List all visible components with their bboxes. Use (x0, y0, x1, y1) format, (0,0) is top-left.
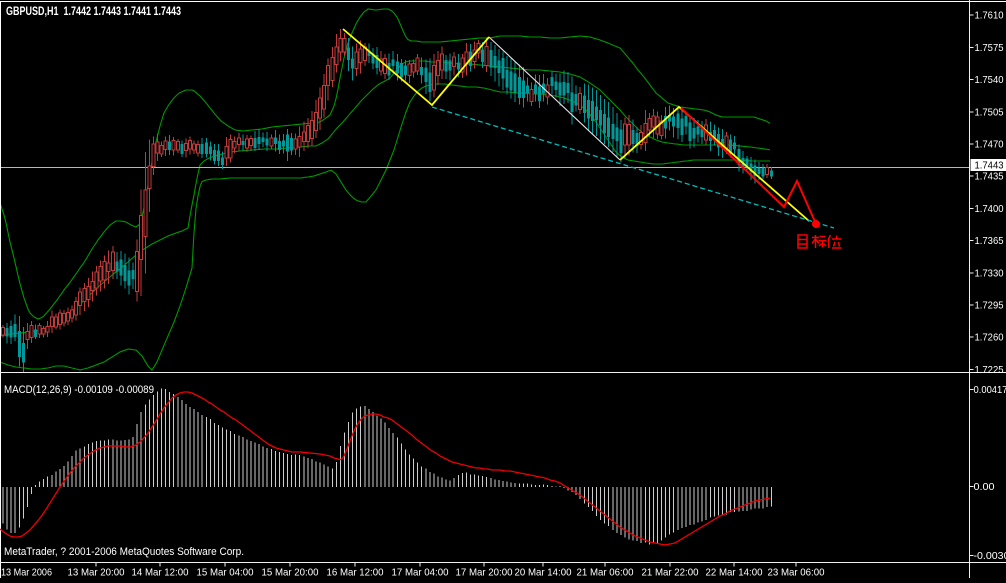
svg-text:1.7505: 1.7505 (975, 106, 1004, 118)
svg-text:MACD(12,26,9) -0.00109 -0.0008: MACD(12,26,9) -0.00109 -0.00089 (4, 384, 154, 396)
svg-text:1.7400: 1.7400 (975, 203, 1004, 215)
svg-text:13 Mar 2006: 13 Mar 2006 (1, 567, 52, 579)
svg-text:13 Mar 20:00: 13 Mar 20:00 (68, 567, 125, 579)
svg-text:1.7610: 1.7610 (975, 10, 1004, 22)
svg-text:17 Mar 04:00: 17 Mar 04:00 (392, 567, 449, 579)
svg-text:1.7365: 1.7365 (975, 235, 1004, 247)
svg-text:GBPUSD,H1 1.7442 1.7443 1.744: GBPUSD,H1 1.7442 1.7443 1.7441 1.7443 (6, 4, 181, 18)
svg-text:1.7470: 1.7470 (975, 139, 1004, 151)
svg-text:0.00417: 0.00417 (974, 384, 1006, 396)
svg-text:1.7443: 1.7443 (975, 160, 1004, 172)
svg-text:15 Mar 04:00: 15 Mar 04:00 (197, 567, 254, 579)
svg-text:22 Mar 14:00: 22 Mar 14:00 (706, 567, 763, 579)
svg-text:14 Mar 12:00: 14 Mar 12:00 (132, 567, 189, 579)
svg-text:1.7295: 1.7295 (975, 300, 1004, 312)
svg-text:1.7575: 1.7575 (975, 42, 1004, 54)
svg-text:1.7225: 1.7225 (975, 364, 1004, 376)
svg-text:1.7260: 1.7260 (975, 332, 1004, 344)
svg-text:-0.0030: -0.0030 (974, 550, 1006, 562)
svg-text:17 Mar 20:00: 17 Mar 20:00 (456, 567, 513, 579)
svg-text:16 Mar 12:00: 16 Mar 12:00 (327, 567, 384, 579)
svg-text:15 Mar 20:00: 15 Mar 20:00 (262, 567, 319, 579)
svg-text:21 Mar 06:00: 21 Mar 06:00 (577, 567, 634, 579)
svg-text:20 Mar 14:00: 20 Mar 14:00 (515, 567, 572, 579)
svg-text:1.7540: 1.7540 (975, 74, 1004, 86)
svg-text:1.7435: 1.7435 (975, 171, 1004, 183)
svg-text:MetaTrader, ? 2001-2006 MetaQu: MetaTrader, ? 2001-2006 MetaQuotes Softw… (4, 546, 244, 558)
svg-text:21 Mar 22:00: 21 Mar 22:00 (642, 567, 699, 579)
svg-text:1.7330: 1.7330 (975, 267, 1004, 279)
svg-text:0.00: 0.00 (974, 481, 995, 493)
svg-text:23 Mar 06:00: 23 Mar 06:00 (768, 567, 825, 579)
